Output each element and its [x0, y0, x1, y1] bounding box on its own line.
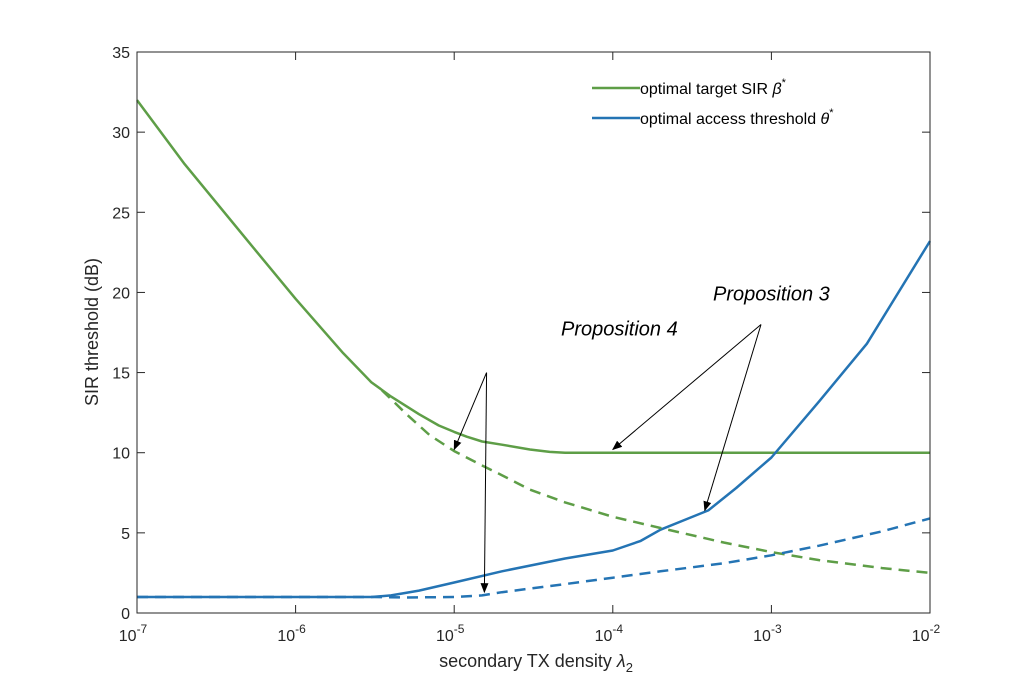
y-tick-label: 20 — [112, 285, 130, 302]
x-tick-label: 10-6 — [277, 622, 306, 645]
annotation-label: Proposition 4 — [561, 319, 678, 341]
y-tick-label: 30 — [112, 125, 130, 142]
x-axis-label: secondary TX density λ2 — [439, 651, 633, 675]
series-line-0 — [135, 99, 930, 454]
y-tick-label: 35 — [112, 45, 130, 62]
x-tick-label: 10-4 — [595, 622, 624, 645]
plot-area — [137, 52, 930, 613]
legend-label-access-threshold: optimal access threshold θ* — [640, 107, 834, 128]
plot-frame — [136, 51, 931, 614]
y-axis-label: SIR threshold (dB) — [82, 258, 102, 406]
x-tick-label: 10-2 — [912, 622, 941, 645]
y-tick-label: 25 — [112, 205, 130, 222]
x-tick-label: 10-3 — [753, 622, 782, 645]
legend-label-target-sir: optimal target SIR β* — [640, 77, 787, 98]
annotation-arrow — [453, 372, 488, 451]
y-tick-label: 15 — [112, 366, 130, 383]
legend-box — [628, 64, 922, 144]
x-tick-label: 10-5 — [436, 622, 465, 645]
x-tick-label: 10-7 — [119, 622, 148, 645]
annotation-label: Proposition 3 — [713, 283, 830, 305]
y-tick-label: 10 — [112, 446, 130, 463]
y-tick-label: 5 — [121, 526, 130, 543]
annotation-arrow — [480, 372, 489, 594]
annotation-arrow — [703, 324, 762, 512]
y-tick-label: 0 — [121, 606, 130, 623]
series-line-1 — [137, 240, 932, 599]
annotation-arrow — [612, 324, 762, 451]
series-line-3 — [137, 517, 931, 599]
series-line-2 — [381, 389, 931, 575]
